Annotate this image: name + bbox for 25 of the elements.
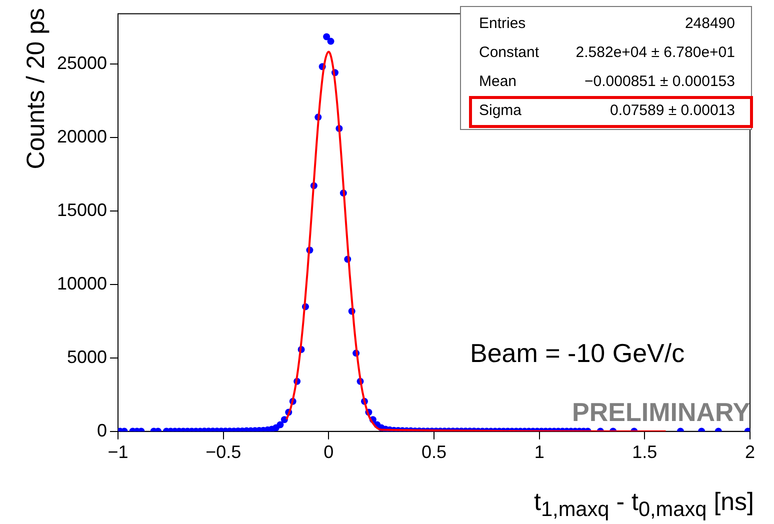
x-tick-label: 0.5: [421, 442, 447, 462]
x-tick-label: 2: [744, 442, 756, 462]
x-tick-label: 0: [324, 442, 334, 462]
y-tick-label: 15000: [56, 200, 107, 220]
annotation: Sigma: [479, 102, 522, 119]
y-tick-label: 5000: [66, 346, 107, 367]
annotation: 2.582e+04 ± 6.780e+01: [576, 44, 735, 61]
annotation: −0.000851 ± 0.000153: [584, 73, 735, 90]
x-tick-label: −1: [108, 442, 128, 462]
annotation: PRELIMINARY: [572, 397, 750, 428]
annotation: Beam = -10 GeV/c: [470, 338, 685, 369]
annotation: Mean: [479, 73, 517, 90]
annotation: 0.07589 ± 0.00013: [610, 102, 735, 119]
y-axis-title: Counts / 20 ps: [22, 8, 51, 170]
y-tick-label: 0: [96, 420, 107, 440]
x-tick-label: 1: [534, 442, 544, 462]
y-tick-label: 20000: [56, 126, 107, 146]
annotation: Constant: [479, 44, 540, 61]
annotation: 248490: [684, 15, 735, 32]
annotation: Entries: [479, 15, 526, 32]
x-tick-label: 1.5: [632, 442, 658, 462]
y-tick-label: 25000: [56, 52, 107, 73]
y-tick-label: 10000: [56, 273, 107, 294]
x-axis-title: t$_{1,maxq}$ - t$_{0,maxq}$ [ns]: [534, 488, 754, 522]
x-tick-label: −0.5: [206, 442, 242, 462]
